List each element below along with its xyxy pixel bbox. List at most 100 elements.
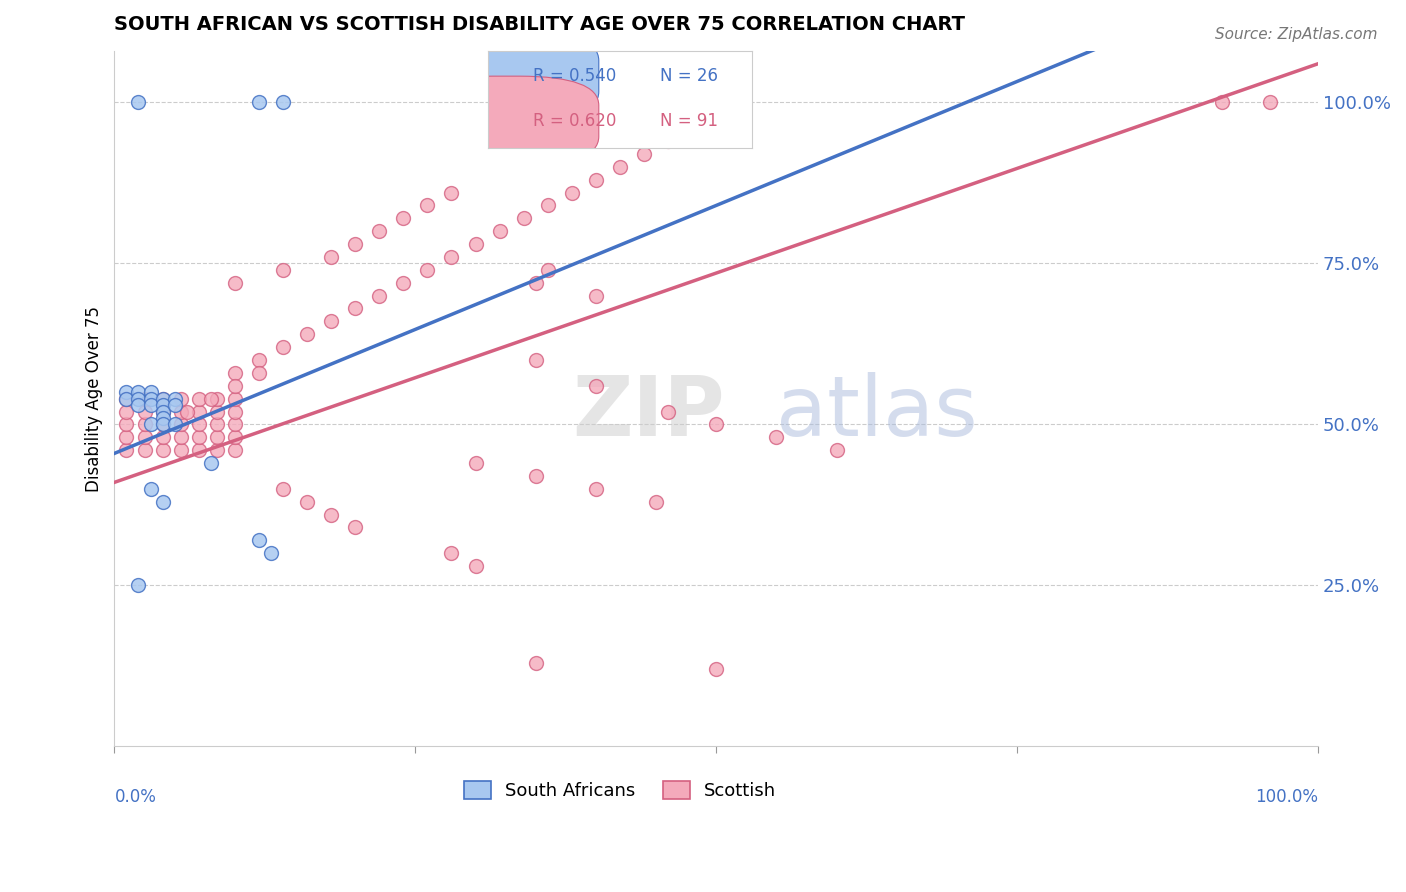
Point xyxy=(1211,95,1233,110)
Point xyxy=(152,430,174,444)
Point xyxy=(765,430,787,444)
Point xyxy=(247,95,270,110)
Text: atlas: atlas xyxy=(776,372,979,453)
Point xyxy=(585,378,607,392)
Point xyxy=(524,469,547,483)
Text: 0.0%: 0.0% xyxy=(114,789,156,806)
Point xyxy=(224,417,246,432)
Point xyxy=(187,404,209,418)
Point xyxy=(187,392,209,406)
Point xyxy=(205,404,228,418)
Point xyxy=(115,430,138,444)
Point xyxy=(169,404,191,418)
Point xyxy=(295,327,318,342)
Point xyxy=(134,404,156,418)
Point xyxy=(524,276,547,290)
Point xyxy=(205,392,228,406)
Point xyxy=(115,443,138,458)
Point xyxy=(344,301,367,316)
Point xyxy=(127,398,149,412)
Point xyxy=(440,250,463,264)
Point xyxy=(224,378,246,392)
Point xyxy=(169,417,191,432)
Point xyxy=(561,186,583,200)
Point xyxy=(169,443,191,458)
Point xyxy=(247,353,270,368)
Point xyxy=(657,404,679,418)
Point xyxy=(205,443,228,458)
Point xyxy=(681,121,703,136)
Point xyxy=(392,211,415,226)
Point xyxy=(152,417,174,432)
Point xyxy=(152,404,174,418)
Point xyxy=(416,262,439,277)
Point xyxy=(115,417,138,432)
Point xyxy=(633,147,655,161)
Point xyxy=(537,262,560,277)
Point xyxy=(247,366,270,380)
Point xyxy=(224,366,246,380)
Point xyxy=(115,385,138,400)
Point xyxy=(115,392,138,406)
Point xyxy=(200,392,222,406)
Point xyxy=(152,392,174,406)
Point xyxy=(224,404,246,418)
Point xyxy=(561,95,583,110)
Point xyxy=(271,95,294,110)
Point xyxy=(224,392,246,406)
Point xyxy=(127,392,149,406)
Point xyxy=(344,520,367,534)
Point xyxy=(200,456,222,470)
Point xyxy=(152,494,174,508)
Point xyxy=(134,443,156,458)
Point xyxy=(657,134,679,148)
Point xyxy=(176,404,198,418)
Point xyxy=(368,224,391,238)
Point xyxy=(187,443,209,458)
Point xyxy=(271,482,294,496)
Point xyxy=(224,443,246,458)
Point xyxy=(187,417,209,432)
Point xyxy=(416,198,439,212)
Point xyxy=(704,417,727,432)
Point xyxy=(537,198,560,212)
Point xyxy=(127,578,149,592)
Point xyxy=(224,430,246,444)
Text: SOUTH AFRICAN VS SCOTTISH DISABILITY AGE OVER 75 CORRELATION CHART: SOUTH AFRICAN VS SCOTTISH DISABILITY AGE… xyxy=(114,15,966,34)
Point xyxy=(139,398,162,412)
Point xyxy=(152,417,174,432)
Point xyxy=(464,456,486,470)
Point xyxy=(319,314,342,328)
Point xyxy=(524,656,547,670)
Point xyxy=(163,392,186,406)
Point xyxy=(585,482,607,496)
Point xyxy=(134,392,156,406)
Point xyxy=(319,508,342,522)
Point xyxy=(464,559,486,574)
Point xyxy=(152,404,174,418)
Point xyxy=(247,533,270,548)
Point xyxy=(115,404,138,418)
Point xyxy=(139,385,162,400)
Point xyxy=(488,224,510,238)
Point xyxy=(524,353,547,368)
Point xyxy=(609,160,631,174)
Point xyxy=(115,392,138,406)
Point xyxy=(139,482,162,496)
Point xyxy=(271,340,294,354)
Point xyxy=(187,430,209,444)
Point xyxy=(585,288,607,302)
Point xyxy=(163,417,186,432)
Point xyxy=(645,494,668,508)
Point xyxy=(319,250,342,264)
Point xyxy=(440,546,463,560)
Point xyxy=(139,392,162,406)
Text: 100.0%: 100.0% xyxy=(1256,789,1319,806)
Point xyxy=(152,398,174,412)
Point xyxy=(295,494,318,508)
Point xyxy=(260,546,283,560)
Point xyxy=(464,237,486,252)
Point xyxy=(152,443,174,458)
Point xyxy=(163,398,186,412)
Point xyxy=(392,276,415,290)
